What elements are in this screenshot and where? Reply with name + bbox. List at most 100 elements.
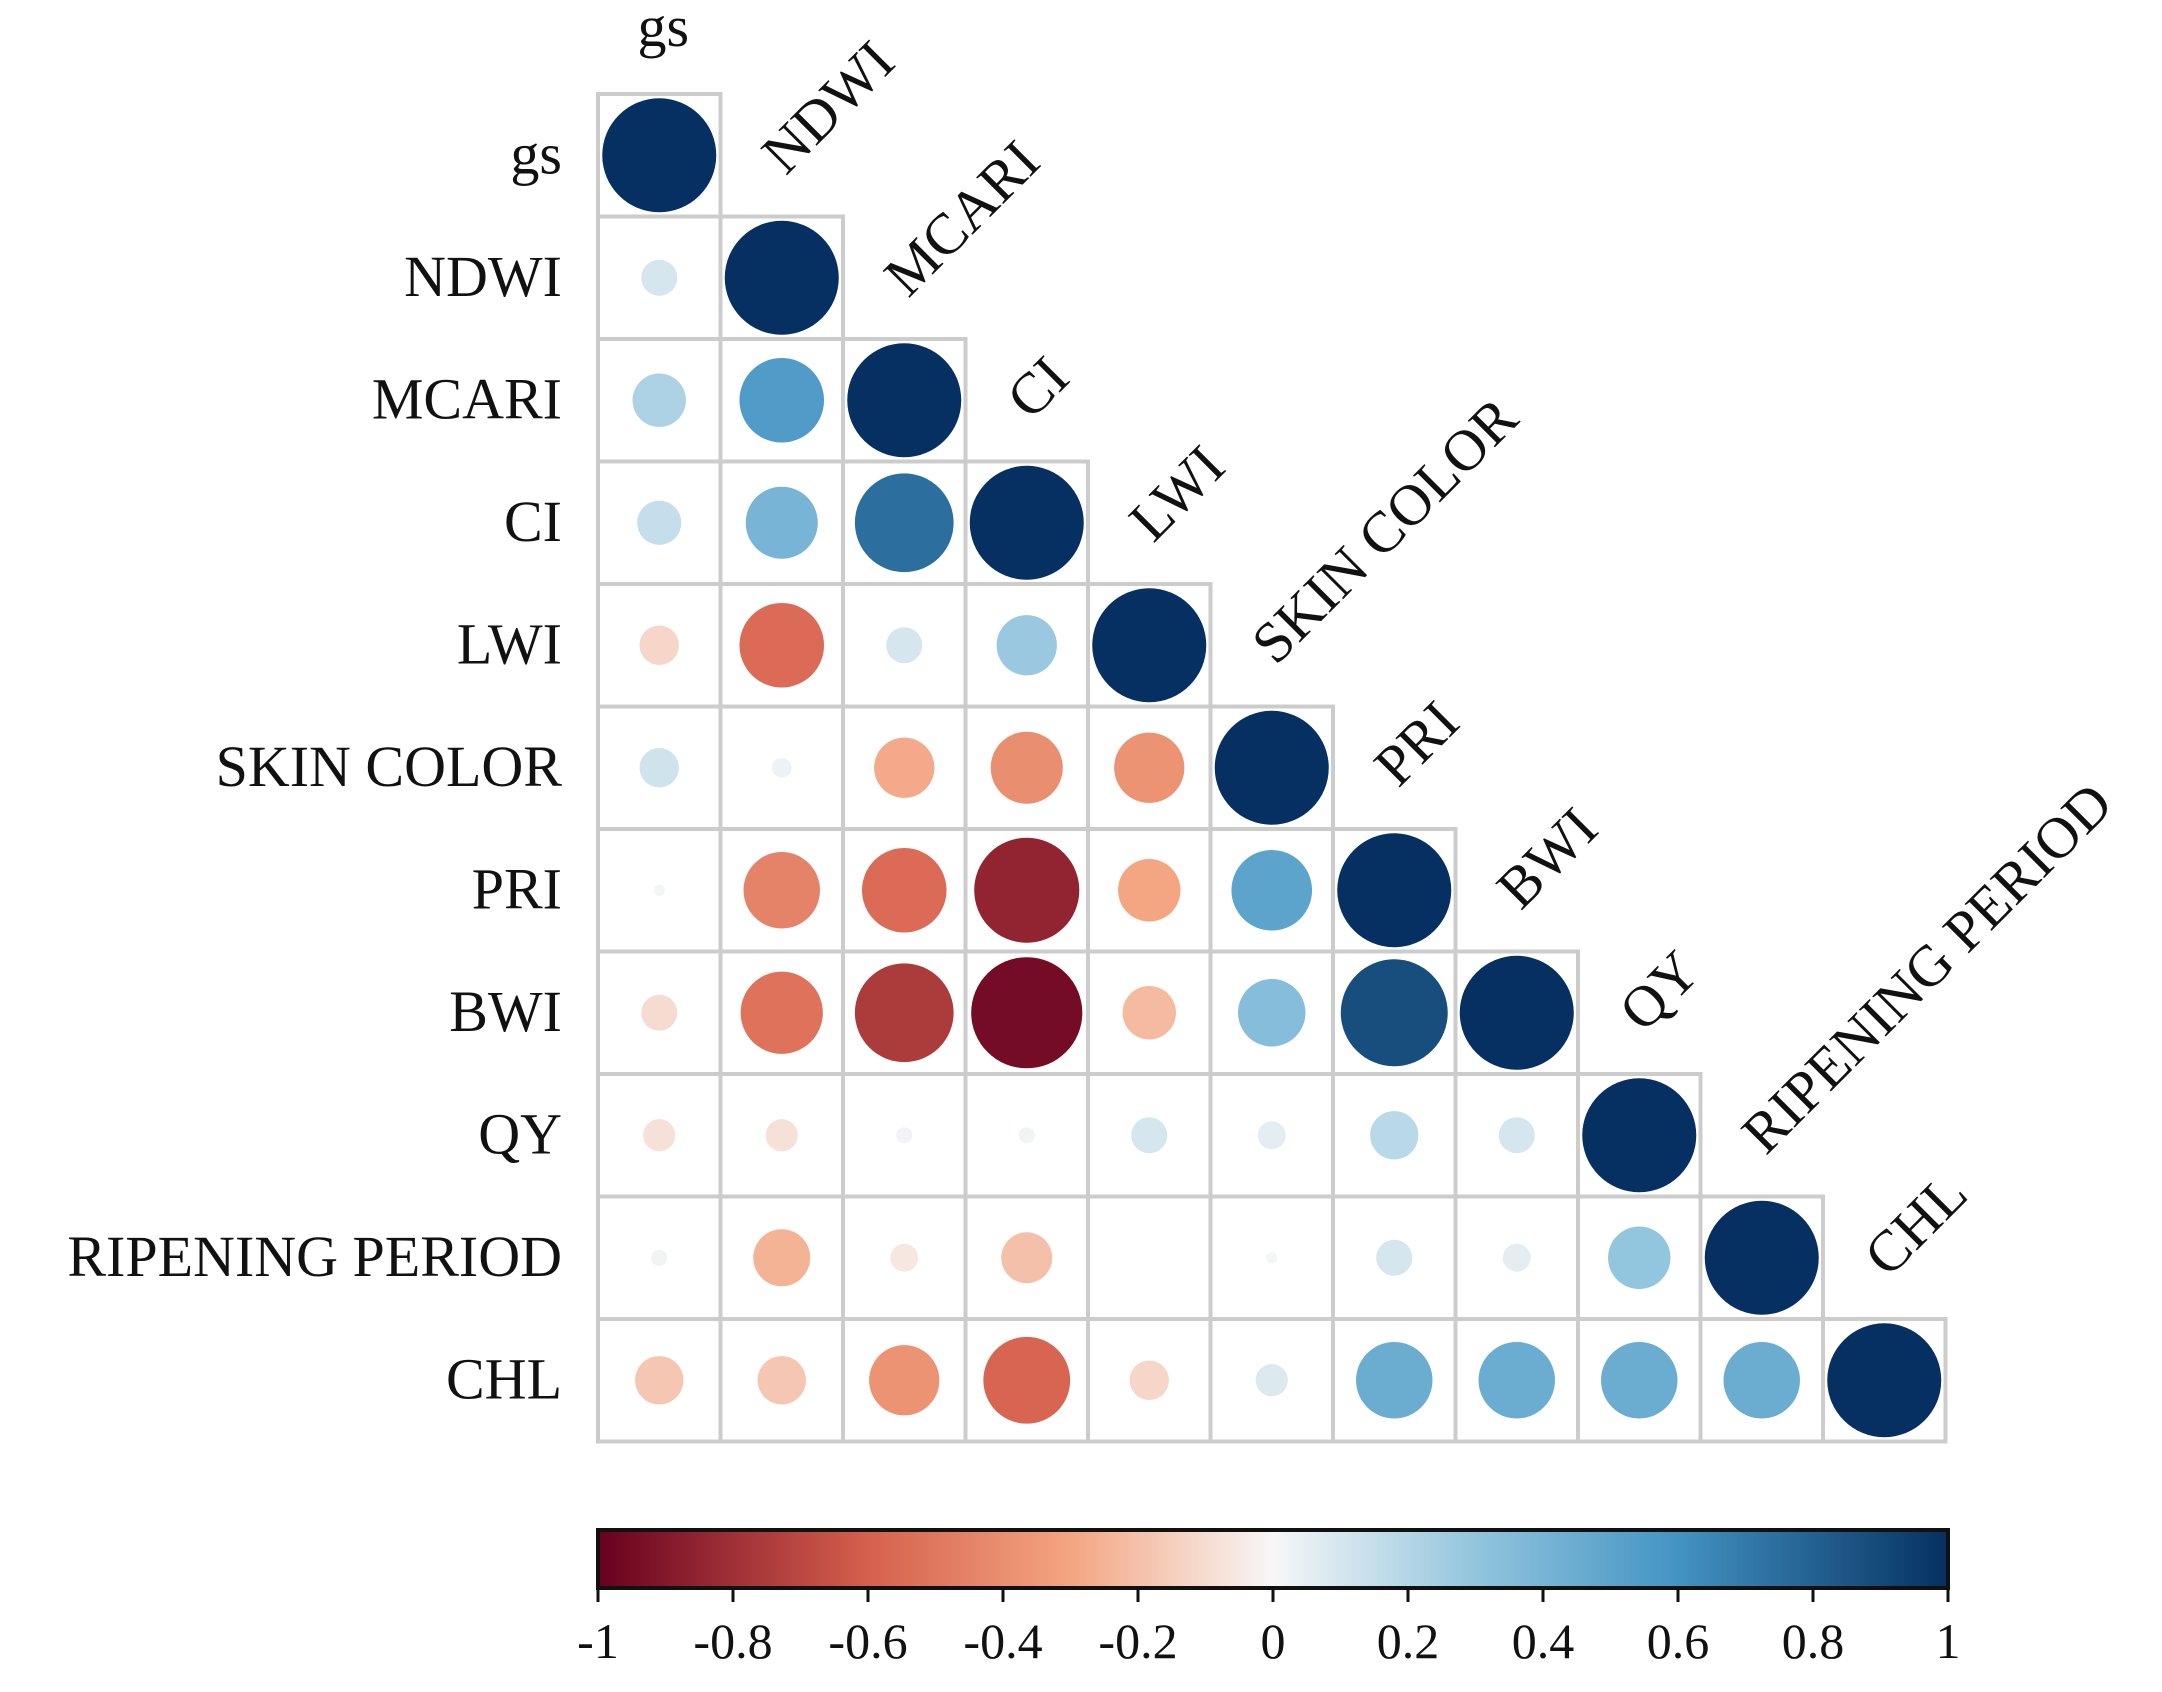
row-label: MCARI (372, 366, 562, 431)
cell-6-0 (596, 827, 723, 954)
colorbar-tick-label: -0.8 (693, 1613, 772, 1669)
corr-circle-lwi-gs (639, 625, 679, 665)
column-label: CHL (1851, 1160, 1979, 1288)
corr-circle-ndwi-ndwi (724, 220, 839, 335)
corr-circle-skin-color-gs (639, 748, 679, 788)
corr-circle-bwi-ci (971, 957, 1083, 1069)
corr-circle-qy-ndwi (765, 1119, 798, 1152)
corr-circle-qy-skin-color (1257, 1121, 1286, 1150)
colorbar-tick-label: -0.2 (1098, 1613, 1177, 1669)
colorbar-tick-label: 0.6 (1647, 1613, 1710, 1669)
corr-circle-bwi-pri (1340, 959, 1448, 1067)
corr-circle-skin-color-lwi (1114, 732, 1185, 803)
corr-circle-ci-gs (637, 500, 682, 545)
colorbar: -1 -0.8 -0.6 -0.4 -0.2 0 0.2 0.4 0.6 0.8 1 (577, 1528, 1961, 1669)
row-label: PRI (472, 856, 562, 921)
column-label: NDWI (749, 28, 907, 186)
corr-circle-chl-chl (1827, 1323, 1942, 1438)
row-label: CHL (446, 1346, 562, 1411)
corr-circle-qy-qy (1582, 1078, 1697, 1193)
corr-circle-mcari-ndwi (739, 357, 825, 443)
corr-circle-ci-ci (969, 465, 1084, 580)
corr-circle-qy-pri (1370, 1111, 1419, 1160)
column-label: LWI (1116, 433, 1236, 553)
corr-circle-ci-ndwi (745, 486, 818, 559)
corr-circle-ripening-period-gs (651, 1249, 668, 1266)
corr-circle-chl-bwi (1478, 1342, 1555, 1419)
column-label: gs (637, 0, 689, 59)
corr-circle-lwi-lwi (1092, 588, 1207, 703)
corr-circle-chl-lwi (1129, 1360, 1169, 1400)
colorbar-tick-label: 0.4 (1512, 1613, 1575, 1669)
corr-circle-lwi-ci (996, 615, 1057, 676)
colorbar-tick-label: -0.6 (828, 1613, 907, 1669)
cell-4-3 (963, 582, 1090, 709)
colorbar-tick-label: -0.4 (963, 1613, 1042, 1669)
cell-9-4 (1086, 1194, 1213, 1321)
corr-circle-chl-ci (983, 1336, 1071, 1424)
corr-circle-pri-ci (974, 837, 1080, 943)
cell-3-1 (718, 459, 845, 586)
colorbar-tick-label: -1 (577, 1613, 619, 1669)
column-label: RIPENING PERIOD (1729, 770, 2125, 1166)
corr-circle-bwi-skin-color (1238, 979, 1306, 1047)
corr-circle-chl-gs (635, 1356, 684, 1405)
corr-circle-mcari-mcari (847, 343, 962, 458)
corr-circle-ripening-period-ci (1001, 1232, 1053, 1284)
corr-circle-gs-gs (602, 98, 717, 213)
column-label: BWI (1484, 795, 1610, 921)
corr-circle-pri-ndwi (743, 852, 820, 929)
corr-circle-ripening-period-skin-color (1266, 1252, 1278, 1264)
corr-circle-pri-lwi (1118, 859, 1181, 922)
corr-circle-qy-mcari (896, 1127, 913, 1144)
corr-circle-chl-skin-color (1255, 1364, 1288, 1397)
corr-circle-pri-pri (1337, 833, 1452, 948)
corr-circle-qy-gs (643, 1119, 676, 1152)
colorbar-gradient (596, 1528, 1950, 1590)
column-label: QY (1606, 938, 1711, 1043)
corr-circle-lwi-ndwi (739, 602, 825, 688)
column-label: MCARI (871, 128, 1051, 308)
row-label: CI (504, 489, 562, 554)
corr-circle-mcari-gs (632, 373, 686, 427)
row-label: BWI (449, 979, 562, 1044)
corr-circle-chl-qy (1601, 1342, 1678, 1419)
corr-circle-skin-color-ci (990, 731, 1063, 804)
corr-circle-ripening-period-pri (1376, 1239, 1413, 1276)
corr-circle-qy-ci (1018, 1127, 1035, 1144)
cells-layer (596, 92, 1948, 1444)
corr-circle-bwi-gs (641, 994, 678, 1031)
row-label: QY (478, 1101, 562, 1166)
corr-circle-ripening-period-ripening-period (1704, 1200, 1819, 1315)
corr-circle-skin-color-ndwi (771, 757, 792, 778)
corr-circle-chl-ndwi (757, 1356, 806, 1405)
corr-circle-ndwi-gs (641, 259, 678, 296)
corr-circle-pri-skin-color (1231, 849, 1313, 931)
row-label: SKIN COLOR (216, 734, 563, 799)
corr-circle-chl-ripening-period (1723, 1342, 1800, 1419)
corr-circle-chl-mcari (869, 1345, 940, 1416)
corr-circle-ripening-period-bwi (1502, 1243, 1531, 1272)
corr-circle-bwi-bwi (1459, 955, 1574, 1070)
corr-circle-pri-gs (653, 884, 665, 896)
corr-circle-chl-pri (1356, 1342, 1433, 1419)
colorbar-tick-label: 0.8 (1782, 1613, 1845, 1669)
row-labels: gs NDWI MCARI CI LWI SKIN COLOR PRI BWI QY RIPENI… (67, 121, 562, 1411)
row-label: NDWI (404, 244, 562, 309)
column-label: SKIN COLOR (1239, 385, 1530, 676)
colorbar-tick-label: 1 (1936, 1613, 1961, 1669)
corr-circle-ripening-period-qy (1608, 1226, 1671, 1289)
corr-circle-qy-lwi (1131, 1117, 1168, 1154)
corr-circle-bwi-mcari (854, 963, 954, 1063)
colorbar-tick-label: 0 (1261, 1613, 1286, 1669)
row-label: gs (510, 121, 562, 186)
corr-circle-skin-color-skin-color (1214, 710, 1329, 825)
colorbar-tick-label: 0.2 (1377, 1613, 1440, 1669)
corr-circle-bwi-ndwi (740, 971, 823, 1054)
row-label: LWI (457, 611, 562, 676)
corr-circle-bwi-lwi (1122, 986, 1176, 1040)
corr-circle-ci-mcari (854, 473, 954, 573)
row-label: RIPENING PERIOD (67, 1224, 562, 1289)
